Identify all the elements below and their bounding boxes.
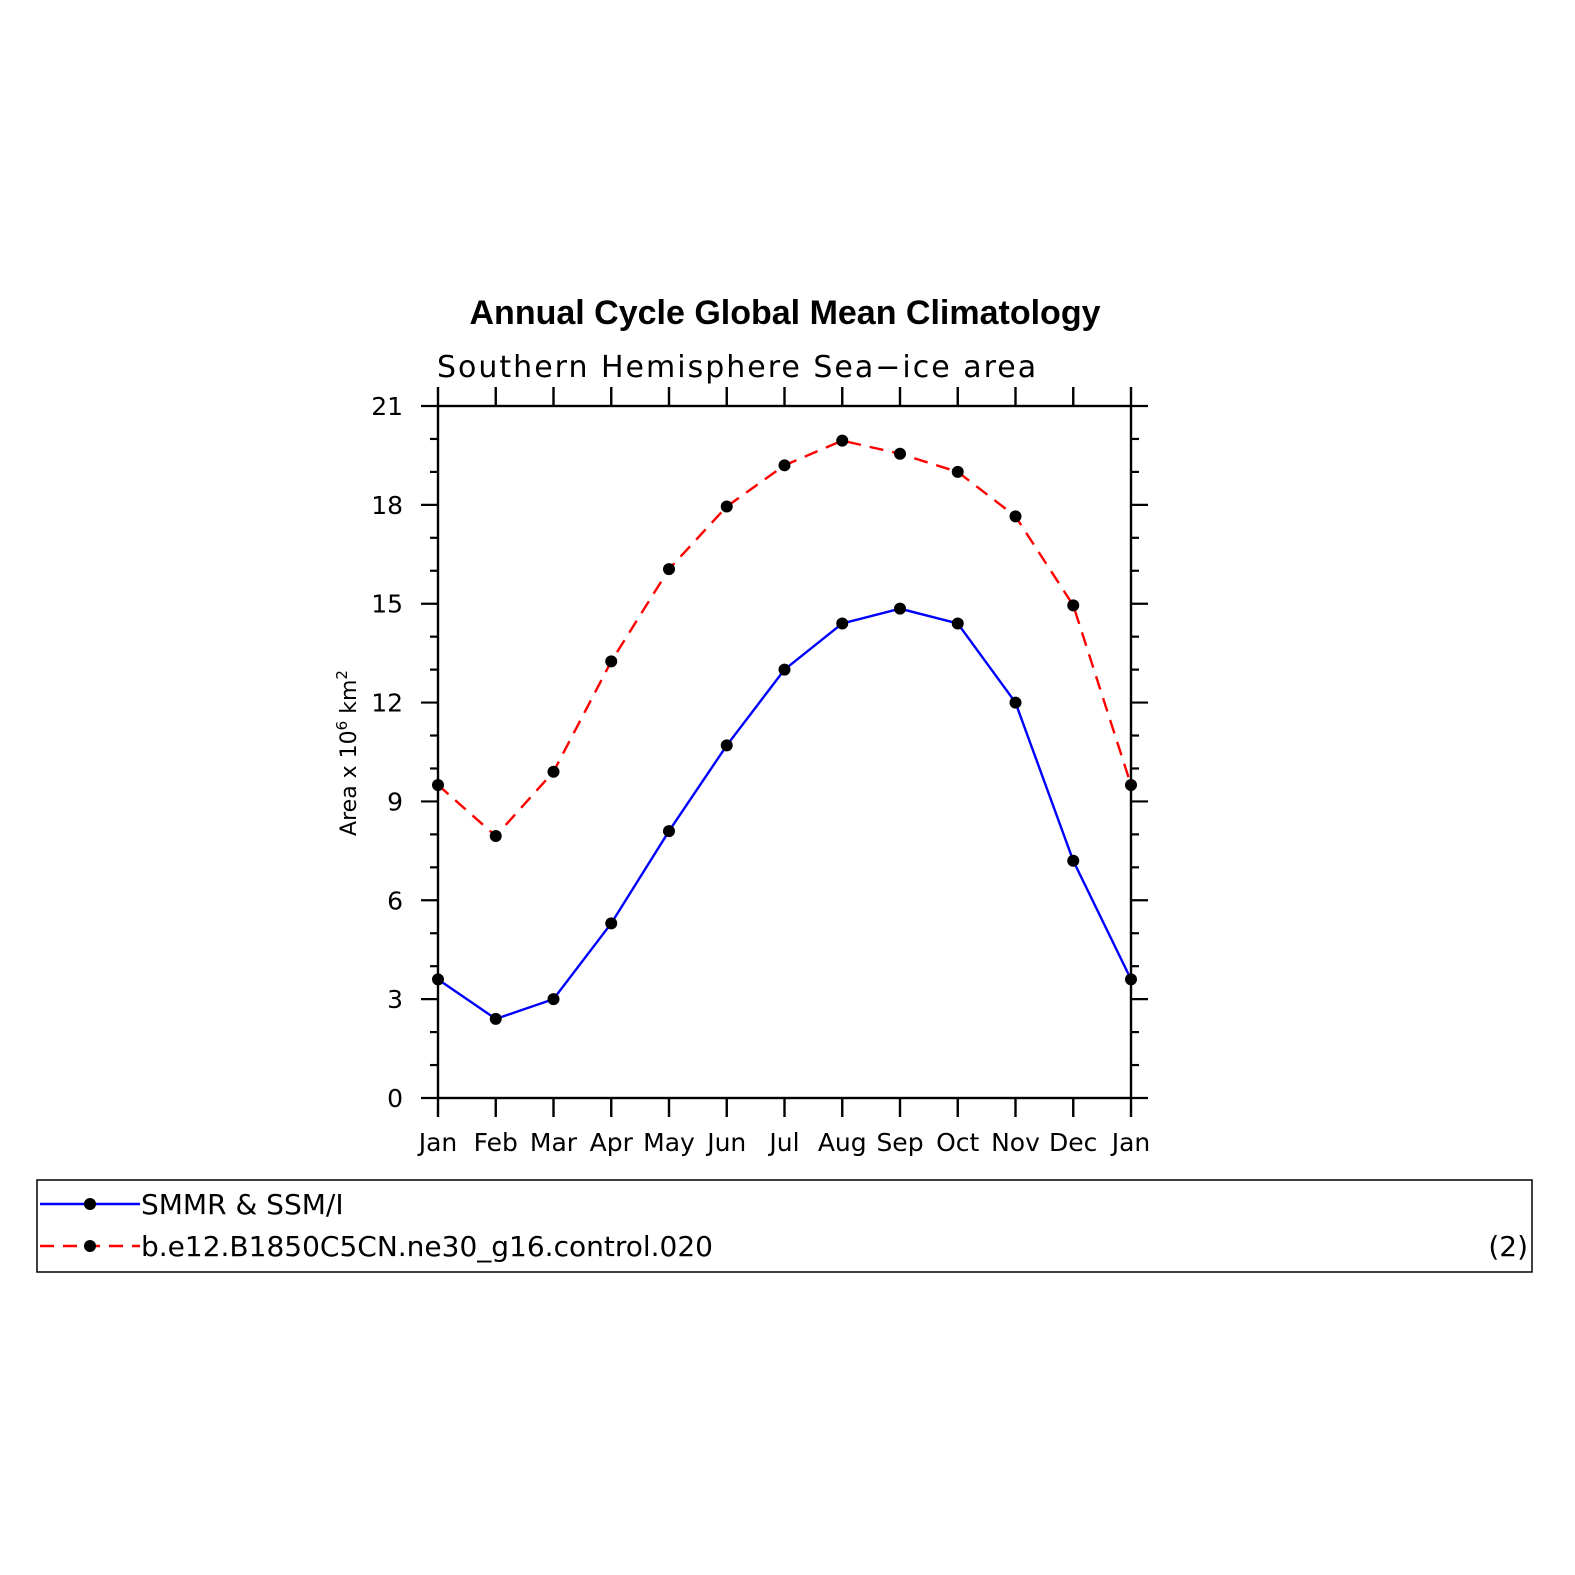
- x-tick-label: Oct: [936, 1128, 979, 1157]
- y-tick-label: 21: [371, 392, 403, 421]
- series-1-point: [547, 993, 560, 1006]
- series-1-point: [951, 617, 964, 630]
- legend-marker-2: [84, 1240, 96, 1252]
- x-tick-label: Dec: [1049, 1128, 1097, 1157]
- series-1-point: [836, 617, 849, 630]
- series-2-point: [894, 447, 906, 460]
- y-tick-label: 6: [387, 886, 403, 915]
- y-axis-label-unit: km: [337, 680, 362, 721]
- series-line-2: [437, 439, 1133, 838]
- series-1-point: [489, 1012, 502, 1025]
- x-tick-label: Nov: [991, 1128, 1040, 1157]
- x-tick-label: Aug: [818, 1128, 867, 1157]
- series-2-point: [720, 500, 733, 513]
- x-tick-label: Feb: [474, 1128, 518, 1157]
- chart-title: Annual Cycle Global Mean Climatology: [470, 294, 1101, 332]
- legend-label-2: b.e12.B1850C5CN.ne30_g16.control.020: [141, 1230, 713, 1263]
- series-1-point: [720, 739, 733, 752]
- chart-subtitle: Southern Hemisphere Sea−ice area: [437, 350, 1038, 385]
- series-1-point: [778, 663, 791, 676]
- series-2-point: [1125, 778, 1137, 791]
- series-1-point: [1067, 854, 1080, 867]
- x-tick-label: May: [643, 1128, 695, 1157]
- x-tick-label: Jun: [705, 1128, 746, 1157]
- x-tick-label: Jul: [767, 1128, 799, 1157]
- series-1-point: [432, 973, 444, 986]
- y-axis-label-exponent-2: 2: [333, 670, 351, 680]
- x-tick-label: Jan: [1110, 1128, 1151, 1157]
- panel-label: (2): [1488, 1230, 1528, 1263]
- y-tick-label: 12: [371, 689, 403, 718]
- y-tick-label: 15: [371, 590, 403, 619]
- tick-labels: Jan Feb Mar Apr May Jun Jul Aug Sep Oct Nov Dec Jan 0…: [371, 392, 1150, 1157]
- legend-label-1: SMMR & SSM/I: [141, 1188, 344, 1221]
- series-2-point: [1067, 599, 1080, 612]
- axes: [421, 387, 1148, 1117]
- y-axis-label-text: Area x 10: [337, 730, 362, 836]
- series-2-point: [432, 778, 444, 791]
- series-2-point: [489, 830, 502, 843]
- series-2-point: [951, 465, 964, 478]
- y-tick-label: 3: [387, 985, 403, 1014]
- y-axis-label: Area x 106 km2: [333, 670, 362, 836]
- y-tick-label: 0: [387, 1084, 403, 1113]
- x-tick-label: Jan: [417, 1128, 458, 1157]
- x-tick-label: Apr: [590, 1128, 634, 1157]
- series-1-point: [1125, 973, 1137, 986]
- x-tick-label: Sep: [876, 1128, 923, 1157]
- y-axis-label-exponent-1: 6: [333, 721, 351, 731]
- series-2-point: [778, 459, 791, 472]
- series-1-point: [894, 602, 906, 615]
- series-1-point: [605, 917, 618, 930]
- legend-marker-1: [84, 1198, 96, 1210]
- series-2-point: [605, 655, 618, 668]
- series-layer: [432, 434, 1137, 1025]
- plot-frame: [436, 404, 1133, 1100]
- series-1-point: [663, 825, 675, 838]
- legend-box: [36, 1179, 1533, 1273]
- legend: SMMR & SSM/I b.e12.B1850C5CN.ne30_g16.co…: [36, 1179, 1533, 1273]
- x-tick-label: Mar: [530, 1128, 578, 1157]
- y-tick-label: 18: [371, 491, 403, 520]
- series-2-point: [836, 434, 849, 447]
- svg-text:Area x 106 km2: Area x 106 km2: [333, 670, 362, 836]
- y-tick-label: 9: [387, 787, 403, 816]
- series-1-point: [1009, 696, 1022, 709]
- series-2-point: [547, 765, 560, 778]
- series-2-point: [663, 563, 675, 576]
- series-2-point: [1009, 510, 1022, 523]
